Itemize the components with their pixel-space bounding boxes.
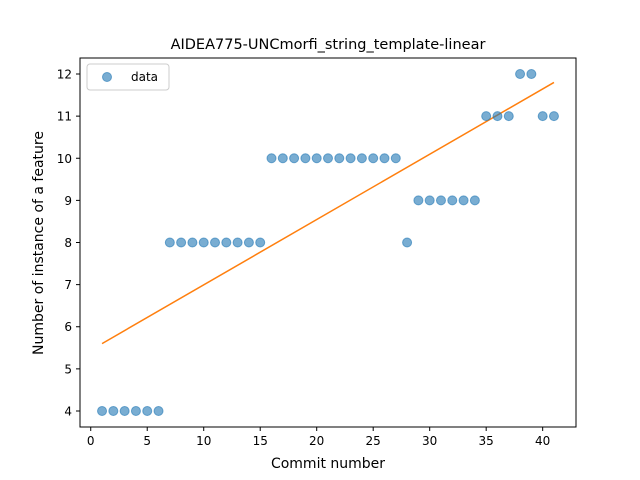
y-tick-label: 5 (64, 362, 72, 376)
plot-area (97, 69, 559, 416)
data-point (424, 195, 435, 206)
data-point (277, 153, 288, 164)
chart-title: AIDEA775-UNCmorfi_string_template-linear (171, 37, 486, 53)
data-point (492, 111, 503, 122)
data-point (458, 195, 469, 206)
data-point (198, 237, 209, 248)
legend-marker (102, 72, 112, 82)
data-point (537, 111, 548, 122)
x-tick-label: 10 (196, 434, 211, 448)
data-point (503, 111, 514, 122)
data-point (243, 237, 254, 248)
data-point (266, 153, 277, 164)
data-point (300, 153, 311, 164)
data-point (153, 405, 164, 416)
data-point (469, 195, 480, 206)
y-tick-label: 9 (64, 194, 72, 208)
x-tick-label: 30 (422, 434, 437, 448)
y-tick-label: 8 (64, 236, 72, 250)
y-tick-label: 4 (64, 404, 72, 418)
data-point (345, 153, 356, 164)
data-point (379, 153, 390, 164)
data-point (334, 153, 345, 164)
legend: data (86, 63, 170, 91)
y-tick-label: 7 (64, 278, 72, 292)
y-tick-label: 11 (57, 110, 72, 124)
data-point (402, 237, 413, 248)
data-point (97, 405, 108, 416)
data-point (356, 153, 367, 164)
x-tick-label: 0 (87, 434, 95, 448)
data-point (142, 405, 153, 416)
data-point (289, 153, 300, 164)
legend-box (86, 63, 170, 91)
data-point (435, 195, 446, 206)
data-point (368, 153, 379, 164)
data-point (548, 111, 559, 122)
x-tick-label: 25 (366, 434, 381, 448)
data-point (481, 111, 492, 122)
data-point (526, 69, 537, 80)
x-tick-label: 20 (309, 434, 324, 448)
data-point (323, 153, 333, 164)
y-axis-label: Number of instance of a feature (31, 131, 47, 355)
x-tick-label: 15 (253, 434, 268, 448)
data-point (413, 195, 424, 206)
data-point (255, 237, 266, 248)
data-point (108, 405, 119, 416)
data-point (187, 237, 198, 248)
x-tick-label: 40 (535, 434, 550, 448)
data-point (311, 153, 322, 164)
data-point (515, 69, 526, 80)
data-point (119, 405, 130, 416)
data-point (390, 153, 401, 164)
x-tick-label: 35 (479, 434, 494, 448)
data-point (210, 237, 221, 248)
data-point (164, 237, 175, 248)
data-point (130, 405, 141, 416)
data-point (221, 237, 232, 248)
x-tick-label: 5 (143, 434, 151, 448)
fit-line (101, 81, 555, 345)
legend-label-data: data (131, 70, 158, 84)
data-point (447, 195, 458, 206)
y-tick-label: 12 (57, 68, 72, 82)
y-tick-label: 10 (57, 152, 72, 166)
x-axis-label: Commit number (271, 456, 385, 472)
data-point (176, 237, 187, 248)
data-point (232, 237, 243, 248)
y-tick-label: 6 (64, 320, 72, 334)
